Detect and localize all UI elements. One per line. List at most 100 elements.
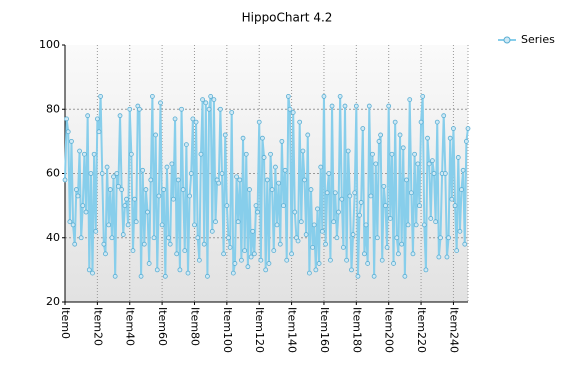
point [374, 235, 380, 241]
point [258, 257, 264, 263]
point [148, 177, 154, 183]
point [255, 209, 260, 215]
legend-label: Series [521, 33, 555, 46]
point [308, 187, 314, 192]
point [169, 161, 175, 167]
point [203, 100, 209, 106]
point [379, 257, 385, 263]
point [72, 241, 78, 247]
point [363, 222, 369, 228]
point [235, 219, 241, 225]
point [188, 171, 194, 176]
point [133, 219, 139, 225]
point [394, 235, 400, 241]
point [256, 119, 262, 125]
point [396, 251, 401, 257]
point [91, 151, 97, 157]
point [328, 257, 333, 263]
point [366, 103, 372, 109]
y-tick-label: 40 [46, 231, 60, 244]
point [232, 261, 238, 266]
point [179, 106, 184, 112]
point [230, 270, 236, 276]
point [347, 193, 353, 199]
point [206, 106, 212, 112]
point [205, 273, 210, 279]
point [185, 270, 191, 276]
point [352, 190, 358, 196]
x-tick-label: Item200 [383, 307, 396, 353]
point [402, 273, 408, 279]
point [368, 193, 374, 199]
point [137, 106, 142, 112]
point [182, 248, 188, 254]
point [386, 103, 392, 109]
point [208, 94, 214, 99]
point [449, 196, 455, 202]
point [124, 196, 129, 202]
point [201, 241, 207, 247]
point [164, 164, 170, 170]
point [376, 138, 382, 144]
point [344, 257, 350, 263]
point [334, 235, 340, 241]
point [357, 212, 362, 218]
point [313, 267, 319, 273]
point [285, 94, 291, 99]
point [460, 167, 466, 173]
point [462, 241, 468, 247]
point [116, 183, 121, 189]
point [273, 164, 278, 170]
point [219, 171, 225, 176]
point [130, 248, 136, 254]
point [429, 158, 435, 164]
point [78, 235, 84, 241]
x-tick-label: Item20 [91, 307, 104, 346]
point [172, 116, 178, 122]
point [211, 97, 217, 103]
point [101, 241, 107, 247]
point [196, 257, 202, 263]
point [292, 209, 298, 215]
point [243, 151, 249, 157]
point [421, 222, 427, 228]
point [362, 251, 367, 257]
point [463, 138, 469, 144]
point [326, 171, 332, 176]
point [455, 155, 461, 160]
point [300, 148, 306, 154]
point [153, 132, 159, 138]
point [404, 177, 409, 183]
point [88, 171, 94, 176]
point [127, 106, 133, 112]
point [358, 200, 364, 205]
point [107, 187, 113, 192]
point [234, 174, 239, 180]
point [290, 110, 296, 115]
point [276, 180, 282, 186]
point [345, 148, 351, 154]
point [444, 254, 450, 260]
point [415, 161, 421, 167]
point [389, 151, 395, 157]
point [122, 203, 128, 209]
point [98, 94, 104, 99]
point [289, 251, 294, 257]
point [332, 190, 338, 196]
point [141, 241, 147, 247]
point [339, 196, 345, 202]
point [337, 94, 343, 99]
point [271, 248, 277, 254]
point [269, 187, 275, 192]
point [190, 116, 196, 122]
point [237, 177, 243, 183]
point [425, 135, 430, 141]
point [103, 251, 108, 257]
point [417, 203, 422, 209]
point [106, 222, 112, 228]
x-tick-label: Item120 [253, 307, 266, 353]
point [323, 241, 328, 247]
point [318, 164, 324, 170]
point [158, 100, 163, 106]
point [383, 203, 388, 209]
